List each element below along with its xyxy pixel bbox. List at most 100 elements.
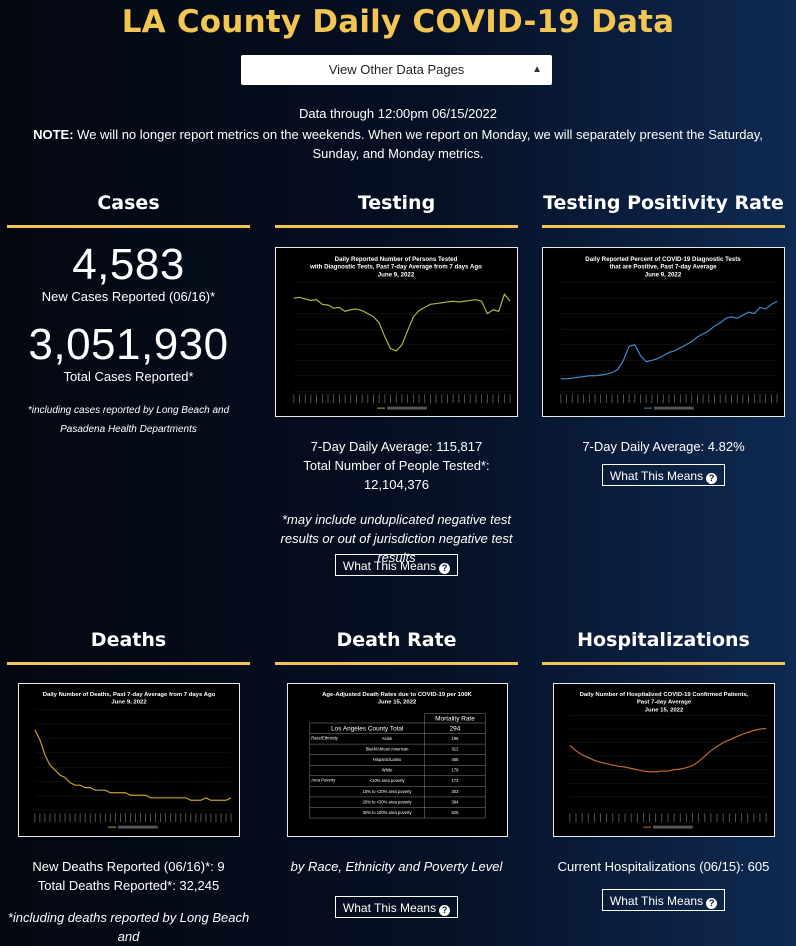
table-value: 196 — [452, 736, 460, 741]
chart-title-line: June 15, 2022 — [645, 708, 684, 714]
legend-label — [654, 406, 694, 410]
testing-series-line — [293, 293, 511, 352]
x-tick-label — [748, 394, 750, 404]
x-tick-label — [160, 813, 162, 823]
x-tick-label — [49, 813, 51, 823]
x-tick-label — [587, 813, 589, 823]
question-icon: ? — [706, 898, 718, 909]
x-tick-label — [600, 394, 602, 404]
x-tick-label — [356, 394, 357, 404]
testing-section: Testing — [275, 190, 518, 228]
positivity-what-this-means-button[interactable]: What This Means? — [601, 464, 726, 486]
x-tick-label — [225, 813, 227, 823]
new-cases-value: 4,583 — [72, 240, 185, 289]
testing-what-this-means-button[interactable]: What This Means? — [334, 554, 459, 576]
x-tick-label — [759, 813, 761, 823]
hospitalizations-series-line — [569, 727, 767, 773]
x-tick-label — [54, 813, 56, 823]
x-tick-label — [327, 394, 329, 404]
x-tick-label — [725, 394, 727, 404]
x-tick-label — [617, 394, 619, 404]
data-through-text: Data through 12:00pm 06/15/2022 — [298, 106, 498, 121]
hospitalizations-what-this-means-button[interactable]: What This Means? — [601, 889, 726, 911]
x-tick-label — [645, 394, 647, 404]
x-tick-label — [74, 813, 76, 823]
testing-title: Testing — [357, 192, 436, 214]
x-tick-label — [119, 813, 121, 823]
x-tick-label — [185, 813, 187, 823]
new-cases-label: New Cases Reported (06/16)* — [41, 289, 216, 304]
total-deaths: Total Deaths Reported*: 32,245 — [37, 878, 220, 893]
x-tick-label — [464, 394, 465, 404]
deaths-series-line — [34, 729, 232, 801]
x-tick-label — [140, 813, 141, 823]
x-tick-label — [378, 394, 380, 404]
x-tick-label — [130, 813, 131, 823]
x-tick-label — [333, 394, 335, 404]
x-tick-label — [628, 394, 630, 404]
button-label: What This Means — [609, 894, 704, 908]
other-pages-select[interactable]: View Other Data Pages ▲︎ — [241, 55, 552, 85]
chart-title-line: that are Positive, Past 7-day Average — [610, 264, 718, 271]
testing-divider — [275, 225, 518, 228]
testing-footnote: *may include unduplicated negative test … — [280, 512, 513, 565]
x-tick-label — [104, 813, 106, 823]
x-tick-label — [719, 394, 721, 404]
table-group-label: Race/Ethnicity — [311, 735, 338, 740]
x-tick-label — [125, 813, 126, 823]
x-tick-label — [215, 813, 217, 823]
legend-label — [118, 825, 158, 829]
chart-title-line: Daily Number of Deaths, Past 7-day Avera… — [43, 692, 216, 698]
x-tick-label — [316, 394, 318, 404]
x-tick-label — [569, 813, 571, 823]
x-tick-label — [583, 394, 585, 404]
x-tick-label — [412, 394, 414, 404]
x-tick-label — [679, 813, 681, 823]
x-tick-label — [640, 394, 641, 404]
x-tick-label — [39, 813, 41, 823]
x-tick-label — [698, 813, 700, 823]
x-tick-label — [735, 813, 736, 823]
x-tick-label — [59, 813, 61, 823]
x-tick-label — [94, 813, 96, 823]
total-cases-label: Total Cases Reported* — [63, 369, 194, 384]
x-tick-label — [498, 394, 500, 404]
x-tick-label — [581, 813, 583, 823]
hospitalizations-section: Hospitalizations — [542, 627, 785, 665]
x-tick-label — [691, 394, 693, 404]
x-tick-label — [643, 813, 644, 823]
x-tick-label — [674, 394, 676, 404]
legend-label — [653, 825, 693, 829]
select-label: View Other Data Pages — [328, 62, 465, 77]
x-tick-label — [697, 394, 698, 404]
chevron-updown-icon: ▲︎ — [532, 64, 542, 75]
x-tick-label — [655, 813, 657, 823]
x-tick-label — [679, 394, 681, 404]
chart-title-line: Age-Adjusted Death Rates due to COVID-19… — [322, 692, 472, 698]
x-tick-label — [430, 394, 431, 404]
death-rate-table-image: Age-Adjusted Death Rates due to COVID-19… — [287, 683, 508, 837]
x-tick-label — [708, 394, 710, 404]
testing-chart: Daily Reported Number of Persons Tested … — [275, 247, 518, 417]
death-rate-what-this-means-button[interactable]: What This Means? — [334, 896, 459, 918]
death-rate-title: Death Rate — [336, 629, 457, 651]
x-tick-label — [509, 394, 511, 404]
table-category-label: <10% area poverty — [370, 778, 406, 783]
deaths-stats: New Deaths Reported (06/16)*: 9 Total De… — [7, 857, 250, 895]
x-tick-label — [673, 813, 675, 823]
x-tick-label — [759, 394, 761, 404]
x-tick-label — [571, 394, 573, 404]
x-tick-label — [135, 813, 136, 823]
x-tick-label — [728, 813, 730, 823]
x-tick-label — [618, 813, 620, 823]
question-icon: ? — [439, 563, 451, 574]
x-tick-label — [685, 394, 687, 404]
x-tick-label — [716, 813, 718, 823]
table-value: 455 — [452, 757, 460, 762]
new-deaths: New Deaths Reported (06/16)*: 9 — [32, 859, 225, 874]
chart-title-line: June 9, 2022 — [111, 700, 147, 706]
x-tick-label — [486, 394, 488, 404]
table-value: 173 — [452, 778, 460, 783]
table-value: 528 — [452, 810, 460, 815]
death-rate-section: Death Rate — [275, 627, 518, 665]
